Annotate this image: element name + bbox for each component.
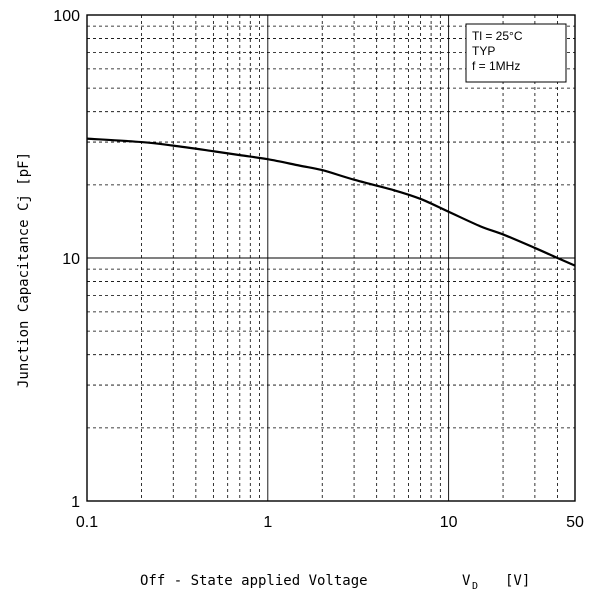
y-axis-label: Junction Capacitance Cj [pF] xyxy=(16,152,32,388)
legend-entry: f = 1MHz xyxy=(472,59,520,73)
capacitance-curve xyxy=(86,137,576,267)
x-axis-label-unit: [V] xyxy=(505,573,530,589)
x-axis-label-text: Off - State applied Voltage xyxy=(140,573,368,589)
y-tick-labels: 1 10 100 xyxy=(53,8,80,511)
y-tick-label: 1 xyxy=(71,494,80,511)
legend-entry: Tl = 25°C xyxy=(472,29,523,43)
grid xyxy=(87,15,575,501)
legend: Tl = 25°C TYP f = 1MHz xyxy=(465,23,567,83)
plot-frame xyxy=(86,14,576,502)
x-axis-label-subscript: D xyxy=(472,581,478,592)
x-tick-label: 50 xyxy=(566,514,584,531)
x-tick-label: 1 xyxy=(263,514,272,531)
x-axis-label: Off - State applied Voltage V D [V] xyxy=(140,573,530,592)
legend-entry: TYP xyxy=(472,44,495,58)
y-tick-label: 10 xyxy=(62,251,80,268)
y-tick-label: 100 xyxy=(53,8,80,25)
x-tick-labels: 0.1 1 10 50 xyxy=(76,514,584,531)
x-tick-label: 10 xyxy=(440,514,458,531)
x-tick-label: 0.1 xyxy=(76,514,98,531)
x-axis-label-symbol: V xyxy=(462,573,471,589)
legend-box xyxy=(465,23,567,83)
